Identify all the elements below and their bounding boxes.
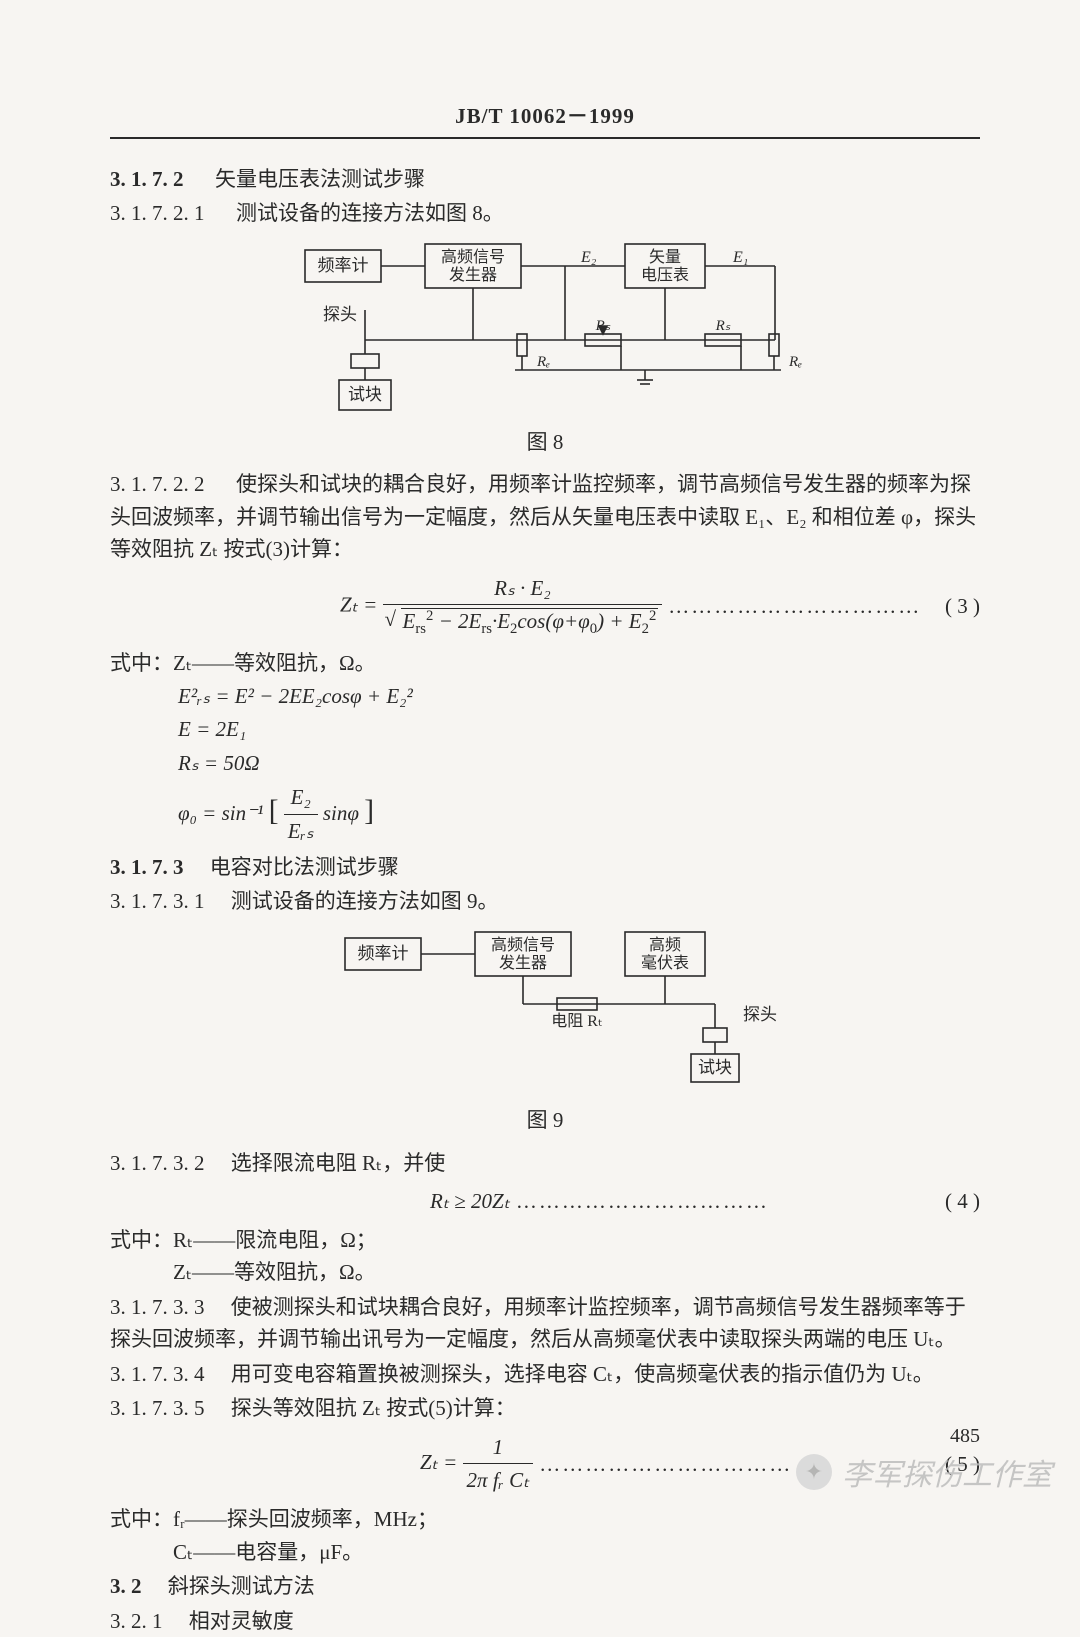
svg-text:电阻 Rₜ: 电阻 Rₜ [551,1012,602,1030]
svg-text:Rₛ: Rₛ [715,318,731,334]
page: JB/T 10062－1999 3. 1. 7. 2 矢量电压表法测试步骤 3.… [110,100,980,1422]
figure-8: 频率计 高频信号 发生器 矢量 电压表 E₂ E₁ Rₑ Rₛ Rₛ Rₑ 探头… [265,240,825,420]
svg-text:Rₑ: Rₑ [536,354,550,370]
section-3-1-7-3: 3. 1. 7. 3 电容对比法测试步骤 [110,851,980,884]
svg-text:高频信号: 高频信号 [441,248,505,266]
wechat-icon: ✦ [796,1454,832,1490]
section-3-1-7-2-2: 3. 1. 7. 2. 2 使探头和试块的耦合良好，用频率计监控频率，调节高频信… [110,468,980,566]
sec-title: 矢量电压表法测试步骤 [215,167,425,191]
where-eq3: 式中：Zₜ——等效阻抗，Ω。 E²ᵣₛ = E² − 2EE₂cosφ + E₂… [110,647,980,849]
section-3-1-7-2-1: 3. 1. 7. 2. 1 测试设备的连接方法如图 8。 [110,197,980,230]
section-3-2: 3. 2 斜探头测试方法 [110,1570,980,1603]
standard-header: JB/T 10062－1999 [110,100,980,139]
where-eq5: 式中：fᵣ——探头回波频率，MHz； Cₜ——电容量，μF。 [110,1503,980,1568]
section-3-1-7-2: 3. 1. 7. 2 矢量电压表法测试步骤 [110,163,980,196]
figure-9: 频率计 高频信号 发生器 高频 毫伏表 电阻 Rₜ 探头 试块 [295,928,795,1098]
svg-text:Rₑ: Rₑ [788,354,802,370]
svg-text:高频信号: 高频信号 [491,936,555,954]
watermark: ✦ 李军探伤工作室 [796,1450,1052,1494]
svg-text:探头: 探头 [323,305,357,324]
section-3-1-7-3-4: 3. 1. 7. 3. 4 用可变电容箱置换被测探头，选择电容 Cₜ，使高频毫伏… [110,1358,980,1391]
where-eq4: 式中：Rₜ——限流电阻，Ω； Zₜ——等效阻抗，Ω。 [110,1224,980,1289]
sec-text: 使探头和试块的耦合良好，用频率计监控频率，调节高频信号发生器的频率为探头回波频率… [110,472,976,561]
svg-text:发生器: 发生器 [499,954,547,972]
figure-8-caption: 图 8 [110,426,980,459]
equation-3: Zₜ = Rₛ · E₂ Ers2 − 2Ers·E2cos(φ+φ0) + E… [110,572,980,642]
page-number: 485 [950,1421,980,1452]
svg-text:探头: 探头 [743,1005,777,1024]
eq-number: ( 3 ) [945,590,980,623]
equation-4: Rₜ ≥ 20Zₜ …………………………… ( 4 ) [110,1185,980,1218]
svg-text:发生器: 发生器 [449,266,497,284]
section-3-2-1: 3. 2. 1 相对灵敏度 [110,1605,980,1637]
svg-text:Rₛ: Rₛ [595,318,611,334]
section-3-1-7-3-5: 3. 1. 7. 3. 5 探头等效阻抗 Zₜ 按式(5)计算： [110,1392,980,1425]
watermark-text: 李军探伤工作室 [842,1450,1052,1494]
svg-text:毫伏表: 毫伏表 [641,953,689,972]
sec-num: 3. 1. 7. 2. 2 [110,472,205,496]
svg-text:试块: 试块 [348,385,382,404]
svg-text:E₂: E₂ [580,249,597,266]
svg-text:频率计: 频率计 [358,944,409,963]
eq-dots: …………………………… [662,590,945,623]
sec-num: 3. 1. 7. 2. 1 [110,201,205,225]
section-3-1-7-3-3: 3. 1. 7. 3. 3 使被测探头和试块耦合良好，用频率计监控频率，调节高频… [110,1291,980,1356]
sec-num: 3. 1. 7. 2 [110,167,184,191]
section-3-1-7-3-2: 3. 1. 7. 3. 2 选择限流电阻 Rₜ，并使 [110,1147,980,1180]
fig8-freq: 频率计 [318,256,369,275]
sec-text: 测试设备的连接方法如图 8。 [236,201,504,225]
svg-text:高频: 高频 [649,936,681,954]
svg-text:电压表: 电压表 [641,266,689,284]
figure-9-caption: 图 9 [110,1104,980,1137]
svg-text:矢量: 矢量 [649,248,681,266]
section-3-1-7-3-1: 3. 1. 7. 3. 1 测试设备的连接方法如图 9。 [110,885,980,918]
svg-text:试块: 试块 [698,1058,732,1077]
svg-text:E₁: E₁ [732,249,748,266]
